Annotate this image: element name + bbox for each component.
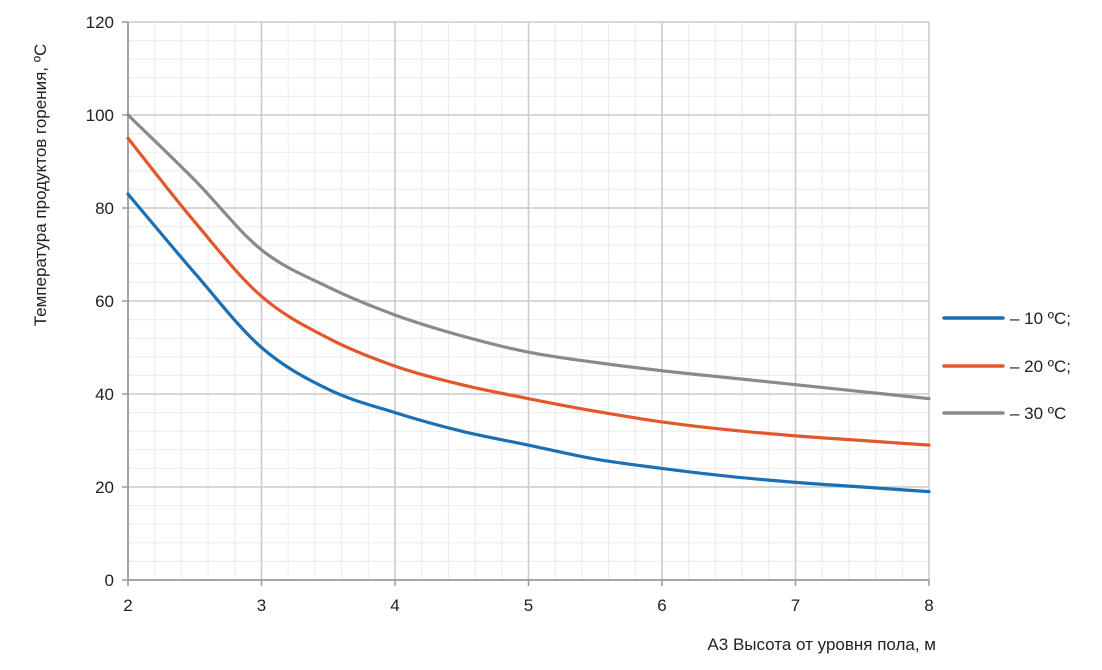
series-lines — [126, 113, 931, 494]
y-tick-label: 120 — [86, 13, 114, 32]
x-tick-label: 7 — [791, 596, 800, 615]
y-tick-label: 20 — [95, 478, 114, 497]
series-line-2 — [126, 136, 931, 447]
series-line-1 — [126, 192, 931, 494]
legend-label-3: – 30 ºС — [1010, 404, 1066, 423]
x-tick-label: 8 — [924, 596, 933, 615]
y-tick-label: 40 — [95, 385, 114, 404]
x-tick-label: 2 — [123, 596, 132, 615]
legend: – 10 ºС; – 20 ºС; – 30 ºС — [942, 309, 1071, 423]
y-tick-label: 80 — [95, 199, 114, 218]
series-line-3 — [126, 113, 931, 401]
x-tick-label: 4 — [390, 596, 399, 615]
legend-label-2: – 20 ºС; — [1010, 357, 1071, 376]
x-axis-title: A3 Высота от уровня пола, м — [707, 635, 936, 654]
legend-label-1: – 10 ºС; — [1010, 309, 1071, 328]
y-tick-label: 100 — [86, 106, 114, 125]
y-axis-title: Температура продуктов горения, ºС — [31, 44, 50, 327]
x-tick-label: 3 — [257, 596, 266, 615]
major-grid — [128, 21, 930, 580]
axes — [122, 21, 930, 586]
x-tick-label: 5 — [524, 596, 533, 615]
y-tick-label: 60 — [95, 292, 114, 311]
x-tick-label: 6 — [657, 596, 666, 615]
y-tick-label: 0 — [105, 571, 114, 590]
